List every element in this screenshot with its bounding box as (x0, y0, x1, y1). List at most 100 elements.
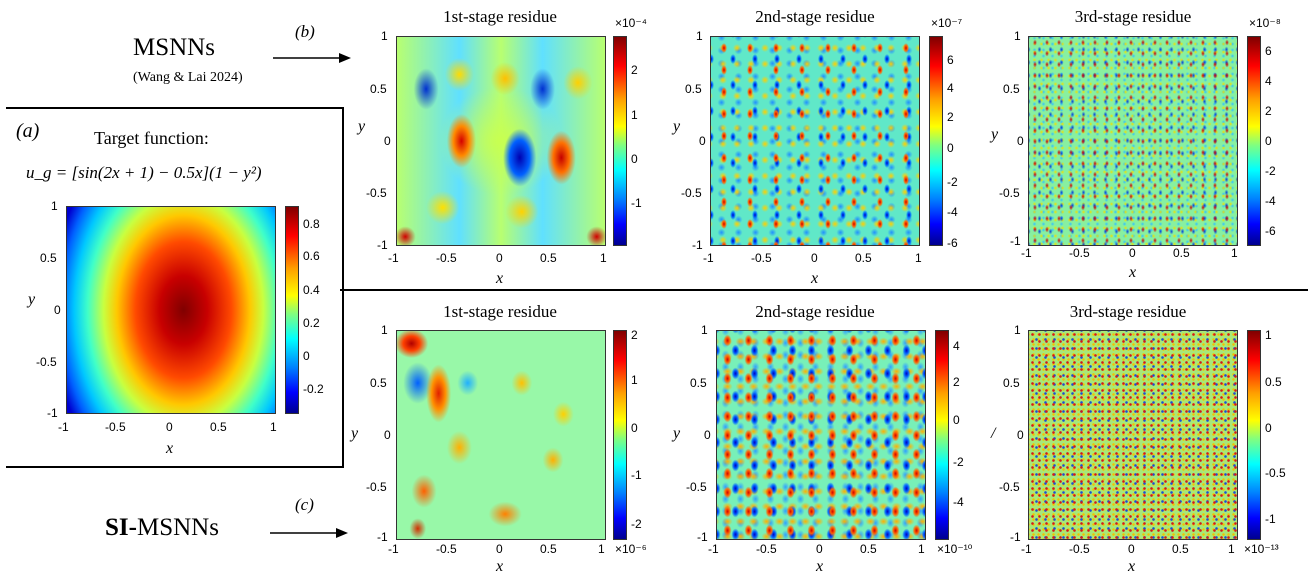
panel-title: 2nd-stage residue (755, 7, 875, 26)
x-var: x (496, 558, 504, 575)
y-tick: 1 (381, 29, 388, 43)
x-tick: -0.5 (751, 251, 772, 265)
x-tick: 1 (598, 542, 605, 556)
y-tick: -0.5 (686, 480, 707, 494)
cbar-tick: -2 (1265, 164, 1276, 178)
cbar-tick: 6 (947, 53, 954, 67)
y-tick: 0.5 (690, 376, 707, 390)
y-var: y (358, 118, 366, 135)
cbar-tick: -4 (953, 495, 964, 509)
y-tick: 0.5 (1003, 82, 1020, 96)
target-heading: Target function: (94, 128, 209, 148)
si-msnn-label: SI-MSNNs (105, 514, 219, 542)
y-tick: 0 (1017, 428, 1024, 442)
x-tick: 0.5 (1173, 246, 1190, 260)
cbar-tick: 1 (1265, 328, 1272, 342)
cbar-tick: 2 (947, 110, 954, 124)
residue-heatmap (1028, 36, 1238, 246)
target-colorbar (285, 206, 299, 414)
cbar-exponent: ×10⁻⁴ (615, 16, 647, 30)
x-tick: 0.5 (1172, 542, 1189, 556)
x-var: x (1129, 264, 1137, 281)
y-tick: -0.5 (366, 480, 387, 494)
residue-colorbar (1247, 36, 1261, 246)
x-tick: 0 (1128, 542, 1135, 556)
x-tick: 0.5 (855, 251, 872, 265)
si-suffix: MSNNs (136, 514, 219, 541)
residue-colorbar (613, 36, 627, 246)
cbar-tick: -2 (947, 175, 958, 189)
residue-heatmap (396, 330, 606, 540)
y-tick: -1 (697, 530, 708, 544)
x-tick: -0.5 (1069, 542, 1090, 556)
cbar-tick: 0.5 (1265, 375, 1282, 389)
cbar-tick: -0.5 (1265, 466, 1286, 480)
x-tick: 0 (811, 251, 818, 265)
row-divider (340, 289, 1308, 291)
x-tick: 0 (496, 251, 503, 265)
y-tick: 0 (384, 428, 391, 442)
cbar-tick: 0 (1265, 421, 1272, 435)
cbar-tick: -6 (947, 236, 958, 250)
residue-heatmap (716, 330, 926, 540)
target-y-tick: 0.5 (40, 251, 57, 265)
y-var: y (991, 126, 999, 143)
cbar-tick: 6 (1265, 44, 1272, 58)
msnn-label: MSNNs (133, 34, 215, 61)
x-tick: -1 (708, 542, 719, 556)
residue-heatmap (1028, 330, 1238, 540)
x-var: x (816, 558, 824, 575)
panel-title: 1st-stage residue (443, 302, 557, 321)
target-y-tick: 1 (51, 199, 58, 213)
y-tick: -1 (377, 530, 388, 544)
panel-c-label: (c) (295, 495, 314, 514)
cbar-tick: 0 (947, 141, 954, 155)
x-tick: 1 (915, 251, 922, 265)
target-x-tick: 0 (166, 420, 173, 434)
x-tick: -1 (1021, 246, 1032, 260)
target-formula: u_g = [sin(2x + 1) − 0.5x](1 − y²) (26, 163, 262, 182)
y-tick: 0.5 (370, 376, 387, 390)
cbar-tick: -2 (631, 517, 642, 531)
x-tick: 1 (600, 251, 607, 265)
cbar-tick: 1 (631, 373, 638, 387)
residue-heatmap (396, 36, 606, 246)
target-cbar-tick: -0.2 (303, 382, 324, 396)
y-tick: -0.5 (681, 186, 702, 200)
y-tick: 0.5 (685, 82, 702, 96)
x-tick: 0.5 (540, 251, 557, 265)
x-tick: 0 (1129, 246, 1136, 260)
cbar-exponent: ×10⁻⁸ (1249, 16, 1281, 30)
x-tick: -0.5 (756, 542, 777, 556)
cbar-tick: -1 (631, 196, 642, 210)
y-tick: -0.5 (366, 186, 387, 200)
panel-a-label: (a) (16, 120, 40, 142)
y-tick: 0 (704, 428, 711, 442)
x-tick: -1 (703, 251, 714, 265)
residue-colorbar (935, 330, 949, 540)
x-tick: -1 (388, 542, 399, 556)
y-var: y (673, 118, 681, 135)
y-tick: 0.5 (1003, 376, 1020, 390)
cbar-tick: 2 (631, 328, 638, 342)
y-tick: 1 (1014, 29, 1021, 43)
y-tick: -1 (692, 238, 703, 252)
x-tick: 0.5 (540, 542, 557, 556)
cbar-exponent: ×10⁻⁶ (615, 542, 647, 556)
target-x-tick: -0.5 (105, 420, 126, 434)
x-tick: -0.5 (436, 251, 457, 265)
cbar-tick: 0 (953, 413, 960, 427)
y-tick: 1 (696, 29, 703, 43)
panel-title: 3rd-stage residue (1074, 7, 1192, 26)
x-var: x (811, 270, 819, 287)
y-var: y (673, 425, 681, 442)
cbar-tick: -1 (631, 468, 642, 482)
cbar-tick: 2 (1265, 104, 1272, 118)
x-tick: -0.5 (1069, 246, 1090, 260)
target-x-var: x (166, 440, 174, 457)
x-tick: 0 (816, 542, 823, 556)
x-tick: 0 (496, 542, 503, 556)
cbar-tick: 2 (953, 375, 960, 389)
y-tick: -1 (377, 238, 388, 252)
x-tick: -0.5 (436, 542, 457, 556)
